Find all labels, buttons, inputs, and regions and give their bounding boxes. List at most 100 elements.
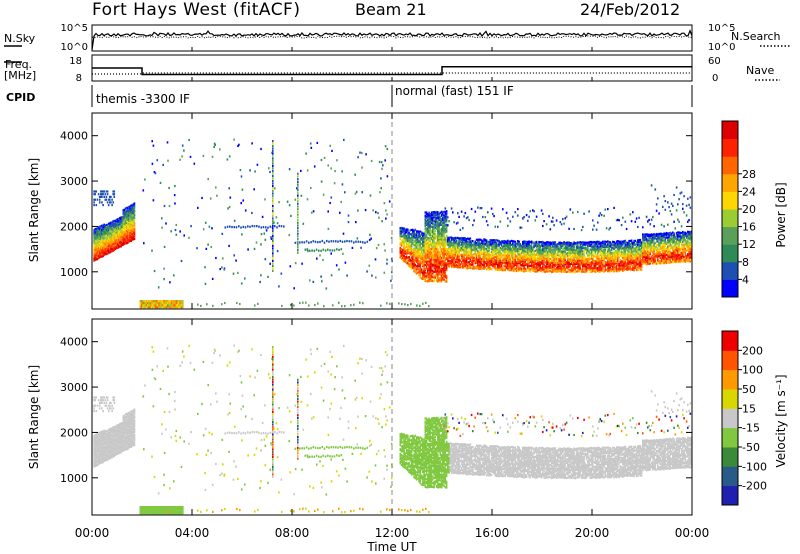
power-echo <box>104 226 107 229</box>
power-echo <box>96 231 99 234</box>
power-echo <box>589 265 592 268</box>
power-echo <box>569 208 572 211</box>
power-echo <box>557 258 559 261</box>
power-echo <box>128 226 130 229</box>
power-echo <box>463 262 465 265</box>
power-echo <box>473 252 475 256</box>
power-echo <box>125 219 128 222</box>
power-echo <box>124 207 127 210</box>
power-echo <box>585 243 588 246</box>
power-echo <box>578 248 580 251</box>
power-echo <box>642 233 644 236</box>
power-echo <box>539 265 542 268</box>
power-echo <box>104 245 107 248</box>
power-echo <box>607 248 609 251</box>
power-echo <box>131 230 134 233</box>
power-echo <box>604 264 607 268</box>
power-echo <box>297 235 299 238</box>
power-echo <box>445 267 448 270</box>
power-echo <box>442 268 444 272</box>
power-echo <box>542 261 544 264</box>
power-echo <box>272 180 274 183</box>
power-echo <box>110 242 112 245</box>
power-echo <box>583 262 585 265</box>
power-echo <box>544 252 547 255</box>
power-echo <box>605 255 608 258</box>
power-echo <box>107 225 110 228</box>
power-echo <box>495 248 498 251</box>
power-echo <box>470 241 473 245</box>
power-echo <box>567 261 569 264</box>
power-echo <box>341 240 344 243</box>
power-echo <box>125 217 128 220</box>
power-echo <box>657 238 659 241</box>
power-echo <box>454 251 457 254</box>
power-echo <box>639 265 642 268</box>
power-echo <box>98 201 101 204</box>
power-echo <box>543 250 545 253</box>
power-echo <box>554 262 557 265</box>
power-echo <box>418 260 420 263</box>
power-echo <box>122 217 125 220</box>
power-echo <box>443 245 445 248</box>
power-echo <box>618 270 620 273</box>
power-echo <box>438 271 440 274</box>
power-echo <box>432 247 434 250</box>
power-echo <box>102 240 104 243</box>
power-echo <box>614 253 617 256</box>
power-echo <box>443 227 445 230</box>
power-echo <box>479 207 482 210</box>
power-echo <box>592 253 594 256</box>
power-echo <box>504 267 507 270</box>
power-echo <box>475 238 478 241</box>
power-echo <box>568 254 570 257</box>
power-echo <box>562 269 564 272</box>
power-echo <box>109 240 111 243</box>
power-echo <box>504 250 507 253</box>
power-echo <box>483 252 485 256</box>
power-echo <box>425 274 428 278</box>
power-echo <box>144 178 146 181</box>
power-echo <box>525 240 528 243</box>
power-echo <box>474 260 477 263</box>
power-echo <box>321 239 324 243</box>
power-echo <box>634 257 637 260</box>
power-echo <box>553 266 555 269</box>
power-echo <box>613 267 615 270</box>
power-echo <box>97 257 100 260</box>
power-echo <box>652 248 654 251</box>
power-echo <box>562 267 564 270</box>
power-echo <box>440 252 443 255</box>
power-echo <box>578 259 580 262</box>
power-echo <box>350 304 352 307</box>
power-echo <box>478 238 480 241</box>
power-echo <box>540 252 543 255</box>
power-echo <box>264 198 266 201</box>
power-echo <box>425 301 427 304</box>
power-echo <box>493 239 495 242</box>
power-echo <box>505 245 508 248</box>
power-echo <box>205 247 208 250</box>
power-echo <box>660 249 663 252</box>
power-echo <box>632 258 634 261</box>
power-echo <box>655 256 658 259</box>
power-echo <box>414 255 417 259</box>
power-echo <box>212 304 214 307</box>
power-echo <box>130 212 132 215</box>
power-echo <box>552 251 554 254</box>
power-echo <box>152 302 154 305</box>
power-echo <box>355 190 358 193</box>
power-echo <box>215 186 217 189</box>
power-echo <box>655 254 658 257</box>
power-echo <box>648 240 650 243</box>
power-echo <box>503 254 505 257</box>
power-echo <box>432 232 434 235</box>
power-echo <box>417 271 419 274</box>
power-echo <box>505 241 508 245</box>
power-echo <box>159 181 162 184</box>
power-echo <box>647 242 649 245</box>
power-echo <box>554 250 557 253</box>
power-echo <box>602 263 604 266</box>
power-echo <box>147 306 149 309</box>
power-echo <box>98 234 101 237</box>
